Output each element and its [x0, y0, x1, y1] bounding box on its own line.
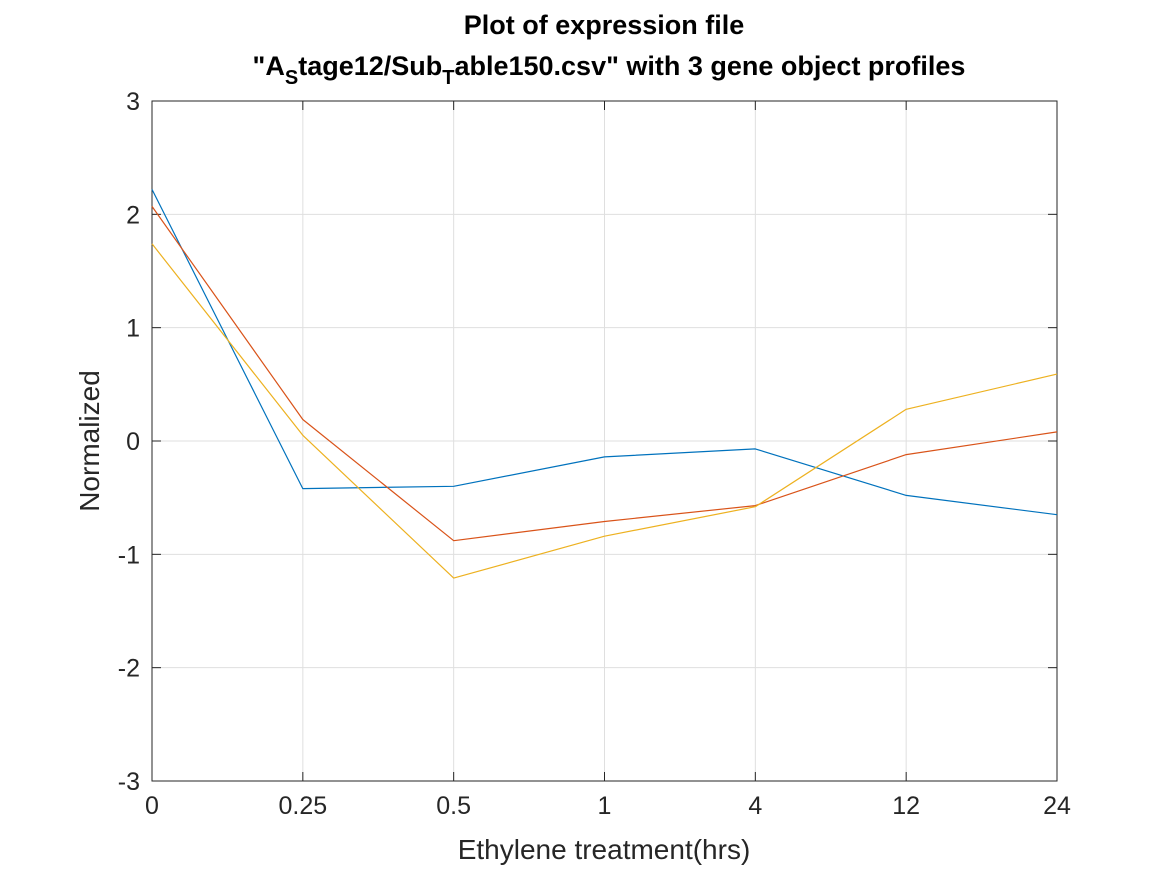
title-part3: able150.csv" with 3 gene object profiles	[454, 51, 965, 81]
x-tick-label: 0.5	[436, 792, 471, 820]
x-tick-label: 4	[748, 792, 762, 820]
title-sub2: T	[442, 67, 454, 89]
title-part2: tage12/Sub	[298, 51, 442, 81]
x-tick-label: 1	[598, 792, 612, 820]
series-line-1	[151, 189, 1058, 516]
y-tick-label: -3	[118, 768, 140, 796]
title-sub1: S	[285, 67, 298, 89]
y-tick-label: 0	[126, 428, 140, 456]
grid-lines	[152, 101, 1057, 781]
chart-title-line1: Plot of expression file	[464, 10, 745, 40]
x-tick-label: 0.25	[278, 792, 327, 820]
y-axis-label: Normalized	[74, 370, 105, 512]
y-tick-label: -1	[118, 541, 140, 569]
x-tick-label: 12	[892, 792, 920, 820]
x-tick-label: 0	[145, 792, 159, 820]
y-tick-label: 1	[126, 315, 140, 343]
series-lines	[151, 189, 1058, 579]
y-tick-label: -2	[118, 655, 140, 683]
title-part1: "A	[253, 51, 285, 81]
x-tick-label: 24	[1043, 792, 1071, 820]
series-line-3	[151, 243, 1058, 579]
series-line-2	[151, 206, 1058, 542]
y-tick-label: 2	[126, 201, 140, 229]
axes	[151, 100, 1058, 782]
y-tick-label: 3	[126, 88, 140, 116]
chart-title-line2: "AStage12/SubTable150.csv" with 3 gene o…	[253, 51, 966, 89]
x-axis-label: Ethylene treatment(hrs)	[458, 834, 751, 865]
